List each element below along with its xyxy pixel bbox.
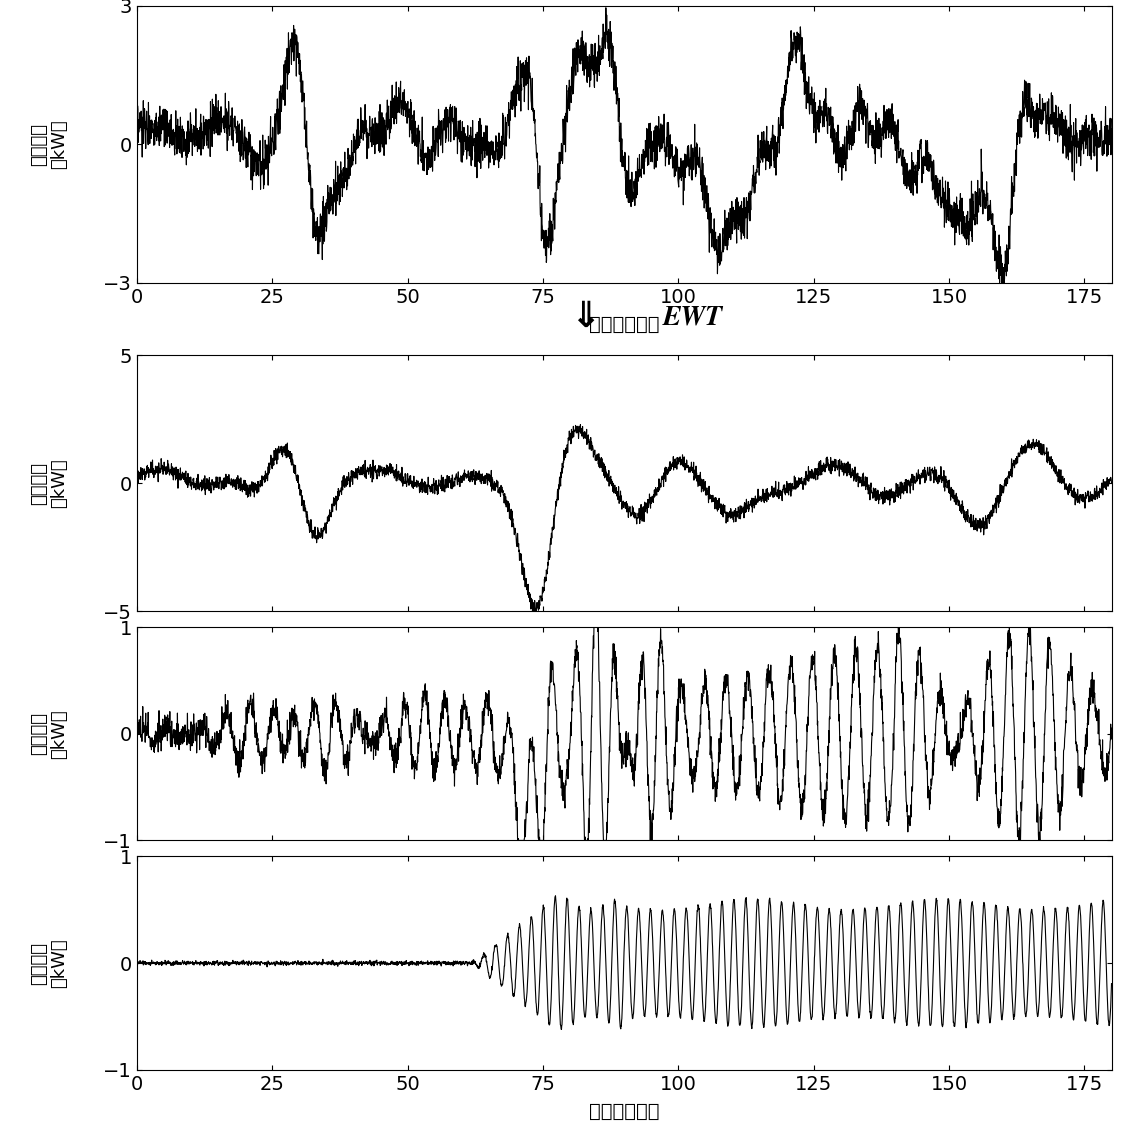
Y-axis label: 光伏功率
（kW）: 光伏功率 （kW）: [30, 119, 68, 169]
X-axis label: 时间（小时）: 时间（小时）: [589, 1102, 659, 1121]
Text: ⇓: ⇓: [570, 300, 601, 334]
Text: EWT: EWT: [663, 304, 723, 331]
Y-axis label: 光伏功率
（kW）: 光伏功率 （kW）: [30, 459, 68, 508]
X-axis label: 时间（小时）: 时间（小时）: [589, 315, 659, 334]
Y-axis label: 光伏功率
（kW）: 光伏功率 （kW）: [30, 709, 68, 758]
Y-axis label: 光伏功率
（kW）: 光伏功率 （kW）: [30, 938, 68, 988]
